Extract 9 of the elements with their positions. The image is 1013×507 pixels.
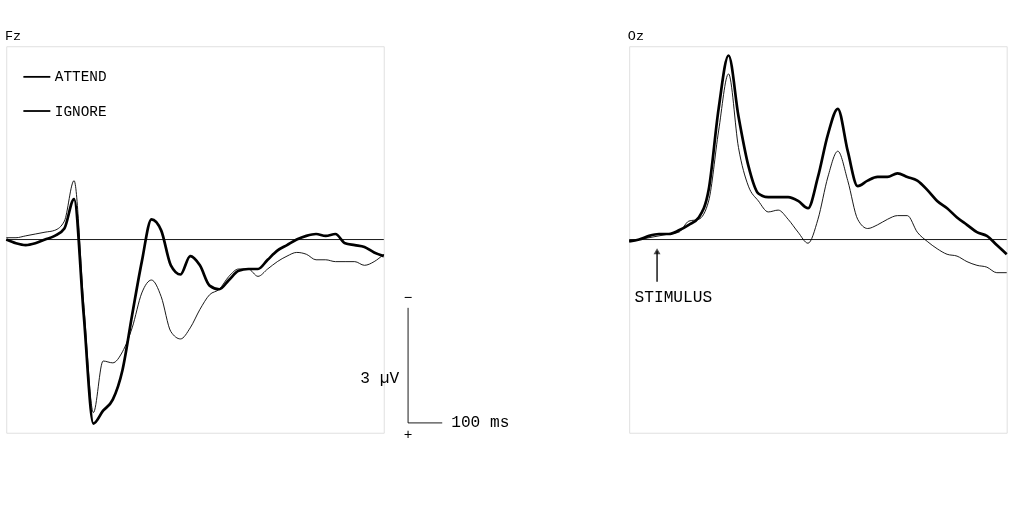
chart-title: Oz xyxy=(627,29,645,44)
text: STIMULUS xyxy=(634,289,713,308)
legend-label: IGNORE xyxy=(54,103,107,120)
legend-label: ATTEND xyxy=(54,69,107,86)
annotation: 3 µV xyxy=(360,370,400,389)
text: − xyxy=(403,290,413,307)
text: + xyxy=(403,427,413,444)
chart-title: Fz xyxy=(4,29,22,44)
text: 100 ms xyxy=(451,414,510,433)
